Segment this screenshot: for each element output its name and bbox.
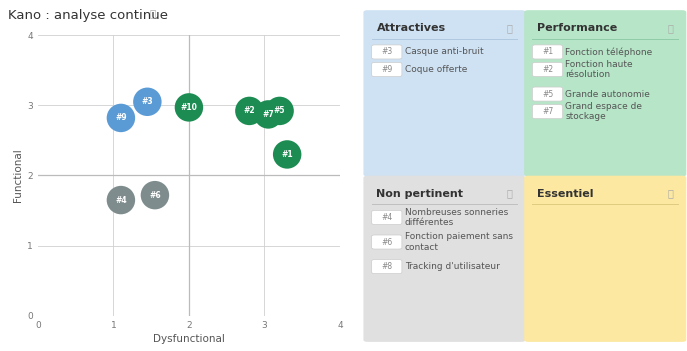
Text: ⓘ: ⓘ — [506, 23, 513, 33]
Text: Non pertinent: Non pertinent — [376, 188, 464, 199]
Text: Casque anti-bruit: Casque anti-bruit — [405, 47, 483, 57]
Text: ⓘ: ⓘ — [667, 23, 673, 33]
Text: Grande autonomie: Grande autonomie — [565, 90, 651, 99]
Text: #7: #7 — [542, 107, 553, 116]
Point — [244, 108, 255, 114]
Text: #6: #6 — [381, 238, 392, 246]
Text: Tracking d'utilisateur: Tracking d'utilisateur — [405, 262, 499, 271]
Text: ⓘ: ⓘ — [667, 188, 673, 199]
Text: Coque offerte: Coque offerte — [405, 65, 467, 74]
Point — [115, 115, 126, 121]
Text: Fonction paiement sans
contact: Fonction paiement sans contact — [405, 232, 513, 252]
Text: Fonction téléphone: Fonction téléphone — [565, 47, 653, 57]
X-axis label: Dysfunctional: Dysfunctional — [153, 334, 225, 344]
Text: ⓘ: ⓘ — [506, 188, 513, 199]
Text: #2: #2 — [542, 65, 553, 74]
Text: ⓘ: ⓘ — [150, 8, 156, 18]
Text: #8: #8 — [381, 262, 392, 271]
Text: #7: #7 — [262, 110, 274, 119]
Text: #3: #3 — [381, 47, 392, 57]
Text: #5: #5 — [274, 106, 285, 115]
Text: #5: #5 — [542, 90, 553, 99]
Point — [115, 197, 126, 203]
Text: #3: #3 — [142, 97, 153, 106]
Text: Grand espace de
stockage: Grand espace de stockage — [565, 102, 642, 121]
Text: Nombreuses sonneries
différentes: Nombreuses sonneries différentes — [405, 208, 508, 227]
Text: #1: #1 — [542, 47, 553, 57]
Point — [183, 105, 194, 110]
Point — [262, 112, 273, 117]
Text: #2: #2 — [244, 106, 255, 115]
Text: #9: #9 — [115, 113, 126, 122]
Point — [150, 192, 161, 198]
Text: #4: #4 — [115, 196, 126, 205]
Text: Essentiel: Essentiel — [537, 188, 594, 199]
Text: Kano : analyse continue: Kano : analyse continue — [8, 9, 168, 22]
Text: #9: #9 — [381, 65, 392, 74]
Y-axis label: Functional: Functional — [13, 148, 23, 203]
Text: #6: #6 — [149, 191, 161, 200]
Text: Performance: Performance — [537, 23, 618, 33]
Point — [142, 99, 153, 105]
Text: Attractives: Attractives — [376, 23, 446, 33]
Point — [282, 152, 293, 157]
Text: #10: #10 — [181, 103, 197, 112]
Text: Fonction haute
résolution: Fonction haute résolution — [565, 60, 633, 79]
Point — [274, 108, 285, 114]
Text: #4: #4 — [381, 213, 392, 222]
Text: #1: #1 — [282, 150, 293, 159]
